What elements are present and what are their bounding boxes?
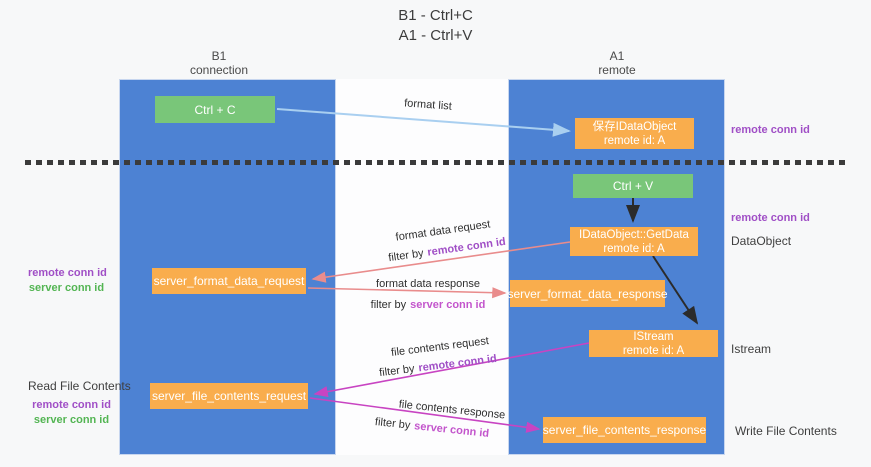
istream-line1: IStream: [633, 330, 674, 343]
filter-by-text: filter by: [370, 299, 407, 311]
label-remote-conn-id-top-right: remote conn id: [731, 124, 810, 136]
ctrl-c-label: Ctrl + C: [194, 102, 236, 117]
ctrl-v-label: Ctrl + V: [612, 179, 654, 193]
remote-conn-id-text: remote conn id: [32, 399, 111, 411]
node-server-format-data-response: server_format_data_response: [507, 280, 668, 307]
server-conn-id-text: server conn id: [410, 299, 486, 311]
lane-b1-title: B1: [211, 49, 227, 63]
label-remote-conn-id-left-1: remote conn id: [28, 267, 107, 279]
lane-header-b1: B1 connection: [149, 49, 289, 77]
node-idataobject-getdata: IDataObject::GetData remote id: A: [570, 227, 698, 256]
save-idataobject-line1: 保存IDataObject: [592, 120, 677, 133]
file-response-label: server_file_contents_response: [542, 423, 707, 437]
label-server-conn-id-left-1: server conn id: [28, 282, 105, 294]
file-request-label: server_file_contents_request: [151, 389, 307, 403]
server-conn-id-text: server conn id: [33, 414, 110, 426]
edge-label-format-data-response: format data response: [376, 278, 480, 290]
label-read-file-contents: Read File Contents: [28, 379, 131, 393]
node-save-idataobject: 保存IDataObject remote id: A: [575, 118, 694, 149]
lane-a1-subtitle: remote: [598, 63, 636, 77]
label-remote-conn-id-mid-right: remote conn id: [731, 212, 810, 224]
node-ctrl-c: Ctrl + C: [155, 96, 275, 123]
title-line-2: A1 - Ctrl+V: [398, 27, 473, 44]
getdata-line1: IDataObject::GetData: [579, 228, 689, 241]
format-response-label: server_format_data_response: [507, 286, 668, 301]
edge-label-filter-server-1: filter by server conn id: [371, 299, 486, 311]
istream-line2: remote id: A: [622, 344, 685, 357]
remote-conn-id-text: remote conn id: [731, 124, 810, 136]
node-istream: IStream remote id: A: [589, 330, 718, 357]
getdata-line2: remote id: A: [603, 242, 665, 255]
remote-conn-id-text: remote conn id: [731, 212, 810, 224]
istream-text: Istream: [731, 342, 772, 356]
node-server-file-contents-request: server_file_contents_request: [150, 383, 308, 409]
server-conn-id-text: server conn id: [28, 282, 105, 294]
node-server-file-contents-response: server_file_contents_response: [543, 417, 706, 443]
dashed-divider: [25, 160, 845, 165]
label-istream: Istream: [731, 342, 771, 356]
dataobject-text: DataObject: [731, 234, 792, 248]
label-dataobject: DataObject: [731, 234, 791, 248]
write-file-contents-text: Write File Contents: [735, 424, 837, 438]
save-idataobject-line2: remote id: A: [603, 134, 666, 147]
lane-header-a1: A1 remote: [547, 49, 687, 77]
format-request-label: server_format_data_request: [153, 274, 305, 288]
label-write-file-contents: Write File Contents: [735, 424, 837, 438]
node-server-format-data-request: server_format_data_request: [152, 268, 306, 294]
remote-conn-id-text: remote conn id: [28, 267, 107, 279]
label-remote-conn-id-left-2: remote conn id: [28, 399, 115, 411]
page-title: B1 - Ctrl+C A1 - Ctrl+V: [0, 6, 871, 46]
lane-b1-subtitle: connection: [189, 63, 249, 77]
format-data-response-text: format data response: [376, 278, 480, 290]
between-lanes-strip: [336, 79, 508, 455]
title-line-1: B1 - Ctrl+C: [398, 7, 473, 24]
node-ctrl-v: Ctrl + V: [573, 174, 693, 198]
read-file-contents-text: Read File Contents: [28, 379, 131, 393]
label-server-conn-id-left-2: server conn id: [28, 414, 115, 426]
lane-a1-title: A1: [609, 49, 625, 63]
